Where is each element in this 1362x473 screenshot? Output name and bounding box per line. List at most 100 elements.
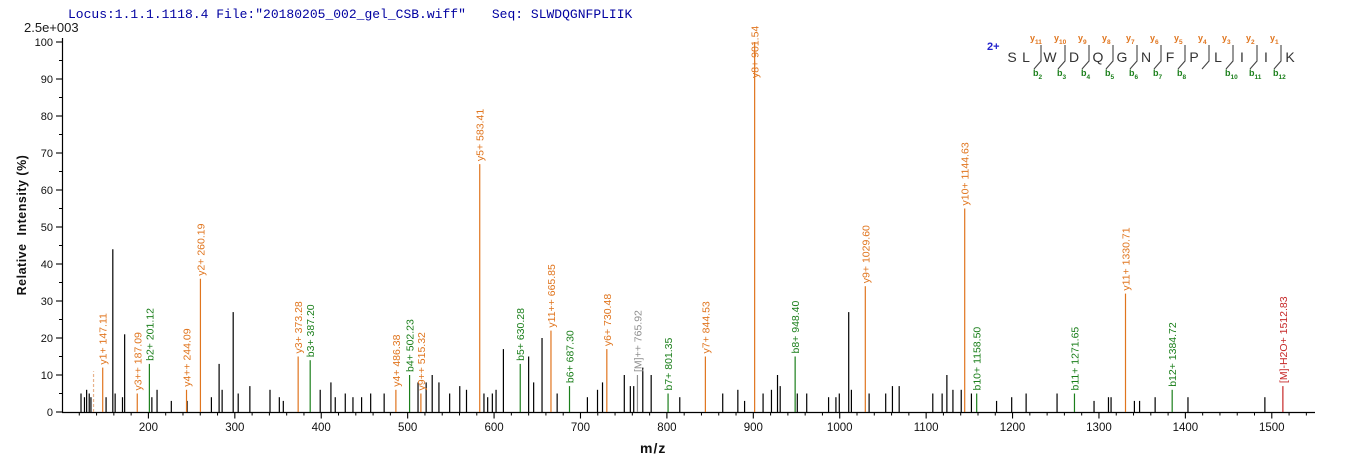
fragment-slash-icon	[1081, 45, 1090, 70]
y-ion-label: y2	[1246, 33, 1255, 46]
y-axis-tick-label: 60	[41, 185, 53, 197]
locus-file-label: Locus:1.1.1.1118.4 File:"20180205_002_ge…	[68, 7, 466, 22]
peak-label: b12+ 1384.72	[1167, 322, 1179, 387]
x-axis-tick-label: 500	[398, 422, 417, 434]
y-ion-label: y6	[1150, 33, 1159, 46]
peak-label: b11+ 1271.65	[1069, 327, 1081, 391]
peak-label: [M]-H2O+ 1512.83	[1278, 296, 1290, 383]
x-axis-title: m/z	[640, 440, 667, 456]
y-axis-tick-label: 0	[47, 407, 53, 419]
x-axis-tick-label: 200	[139, 422, 158, 434]
fragment-slash-icon	[1225, 45, 1234, 70]
x-axis-tick-label: 400	[312, 422, 331, 434]
residue-letter: G	[1116, 49, 1128, 65]
y-ion-label: y4	[1198, 33, 1207, 46]
seq-value: SLWDQGNFPLIIK	[530, 7, 633, 22]
residue-letter: I	[1240, 49, 1244, 65]
x-axis-tick-label: 700	[571, 422, 590, 434]
cleavage-mark: y3 b10	[1222, 33, 1238, 81]
peak-label: y1+ 147.11	[98, 313, 110, 365]
x-axis-tick-label: 1200	[1000, 422, 1026, 434]
cleavage-mark: y9 b4	[1078, 33, 1091, 81]
fragment-slash-icon	[1177, 45, 1186, 70]
y-ion-label: y11	[1030, 33, 1042, 46]
spectrum-header: Locus:1.1.1.1118.4 File:"20180205_002_ge…	[68, 7, 632, 22]
residue-letter: P	[1189, 49, 1199, 65]
fragment-slash-icon	[1105, 45, 1114, 70]
cleavage-mark: y1 b12	[1270, 33, 1286, 81]
residue-letter: F	[1165, 49, 1175, 65]
x-axis-tick-label: 800	[657, 422, 676, 434]
residue-letter: I	[1264, 49, 1268, 65]
peak-label: b10+ 1158.50	[972, 327, 984, 391]
peak-label: y9++ 515.32	[416, 332, 428, 391]
y-ion-label: y9	[1078, 33, 1087, 46]
fragment-slash-icon	[1129, 45, 1138, 70]
residue-letter: W	[1043, 49, 1057, 65]
fragment-slash-icon	[1033, 45, 1042, 70]
peak-label: y3++ 187.09	[132, 332, 144, 391]
y-ion-label: y1	[1270, 33, 1279, 46]
residue-letter: Q	[1092, 49, 1104, 65]
fragment-slash-icon	[1201, 45, 1210, 70]
y-axis-tick-label: 70	[41, 148, 53, 160]
y-axis-tick-label: 80	[41, 111, 53, 123]
residue-letter: D	[1068, 49, 1080, 65]
residue-letter: L	[1022, 49, 1030, 65]
cleavage-mark: y7 b6	[1126, 33, 1139, 81]
fragment-slash-icon	[1273, 45, 1282, 70]
cleavage-mark: y5 b8	[1174, 33, 1187, 81]
y-axis-title: Relative Intensity (%)	[15, 154, 29, 296]
b-ion-label: b4	[1081, 68, 1091, 81]
peak-label: b6+ 687.30	[565, 330, 577, 383]
fragment-slash-icon	[1249, 45, 1258, 70]
y-axis-tick-label: 10	[41, 370, 53, 382]
peak-label: b7+ 801.35	[663, 337, 675, 390]
cleavage-mark: y2 b11	[1246, 33, 1262, 81]
y-ion-label: y3	[1222, 33, 1231, 46]
cleavage-mark: y6 b7	[1150, 33, 1163, 81]
x-axis-tick-label: 1300	[1086, 422, 1112, 434]
b-ion-label: b7	[1153, 68, 1163, 81]
peak-label: y8+ 901.54	[750, 26, 762, 78]
peak-label: b4+ 502.23	[405, 319, 417, 372]
peak-label: y2+ 260.19	[195, 223, 207, 275]
peak-label: b3+ 387.20	[305, 304, 317, 357]
b-ion-label: b8	[1177, 68, 1187, 81]
y-ion-label: y5	[1174, 33, 1183, 46]
x-axis-tick-label: 900	[744, 422, 763, 434]
residue-letter: N	[1140, 49, 1152, 65]
cleavage-mark: y10 b3	[1054, 33, 1067, 81]
b-ion-label: b11	[1249, 68, 1262, 81]
intensity-scale-note: 2.5e+003	[24, 20, 79, 35]
peak-label: y11+ 1330.71	[1121, 227, 1133, 290]
y-ion-label: y7	[1126, 33, 1135, 46]
x-axis-tick-label: 600	[484, 422, 503, 434]
seq-key: Seq:	[491, 7, 524, 22]
y-axis-tick-label: 100	[35, 37, 53, 49]
b-ion-label: b10	[1225, 68, 1238, 81]
peak-label: b5+ 630.28	[515, 308, 527, 361]
y-axis-tick-label: 90	[41, 74, 53, 86]
x-axis-tick-label: 1500	[1259, 422, 1285, 434]
residue-letter: L	[1214, 49, 1222, 65]
x-axis-tick-label: 300	[225, 422, 244, 434]
y-ion-label: y10	[1054, 33, 1067, 46]
precursor-charge-label: 2+	[987, 41, 1000, 53]
x-axis-tick-label: 1100	[914, 422, 939, 434]
fragment-slash-icon	[1057, 45, 1066, 70]
y-axis-tick-label: 40	[41, 259, 53, 271]
peak-label: y6+ 730.48	[602, 294, 614, 346]
b-ion-label: b2	[1033, 68, 1043, 81]
residue-letter: K	[1285, 49, 1295, 65]
peak-label: b8+ 948.40	[790, 300, 802, 353]
cleavage-mark: y4	[1198, 33, 1211, 81]
cleavage-mark: y11 b2	[1030, 33, 1043, 81]
sequence-header-label: Seq: SLWDQGNFPLIIK	[492, 7, 632, 22]
peak-label: y11++ 665.85	[546, 264, 558, 328]
b-ion-label: b5	[1105, 68, 1115, 81]
y-axis-tick-label: 30	[41, 296, 53, 308]
fragment-slash-icon	[1153, 45, 1162, 70]
